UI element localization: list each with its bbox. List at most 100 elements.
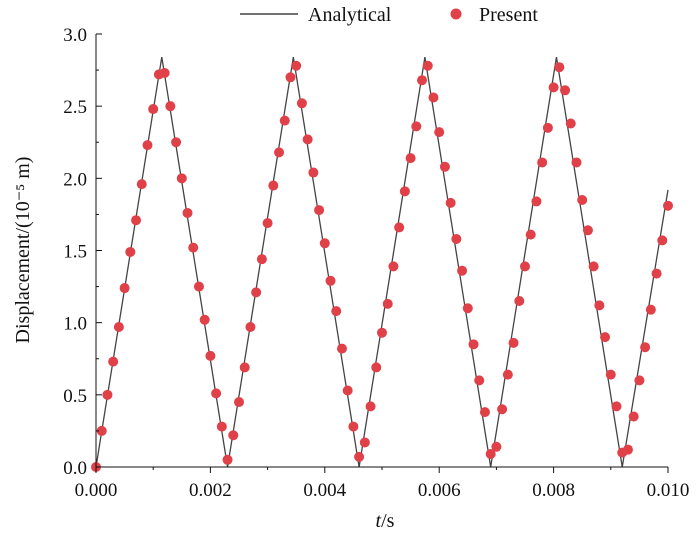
present-point xyxy=(554,62,565,73)
present-point xyxy=(216,421,227,432)
y-axis-title: Displacement/(10⁻⁵ m) xyxy=(12,157,34,344)
present-point xyxy=(571,157,582,168)
present-point xyxy=(411,121,422,132)
present-point xyxy=(531,196,542,207)
present-point xyxy=(165,101,176,112)
present-point xyxy=(268,180,279,191)
present-point xyxy=(634,375,645,386)
present-point xyxy=(274,147,285,158)
present-point xyxy=(651,268,662,279)
x-tick-label: 0.006 xyxy=(418,480,461,501)
present-point xyxy=(474,375,485,386)
y-tick-label: 3.0 xyxy=(63,25,87,46)
present-point xyxy=(451,233,462,244)
present-point xyxy=(542,122,553,133)
present-point xyxy=(119,283,130,294)
y-tick-label: 2.5 xyxy=(63,97,87,118)
present-point xyxy=(657,235,668,246)
present-point xyxy=(399,186,410,197)
present-point xyxy=(417,75,428,86)
present-point xyxy=(182,207,193,218)
present-point xyxy=(319,238,330,249)
present-point xyxy=(382,298,393,309)
present-point xyxy=(308,167,319,178)
present-point xyxy=(211,388,222,399)
present-point xyxy=(508,337,519,348)
present-point xyxy=(176,173,187,184)
analytical-line xyxy=(95,56,669,468)
present-point xyxy=(491,441,502,452)
present-point xyxy=(331,306,342,317)
present-point xyxy=(291,60,302,71)
present-point xyxy=(388,261,399,272)
present-point xyxy=(548,82,559,93)
present-point xyxy=(520,261,530,272)
x-tick-label: 0.010 xyxy=(647,480,690,501)
y-tick-label: 0.5 xyxy=(63,386,87,407)
present-point xyxy=(302,134,313,145)
present-point xyxy=(525,229,536,240)
x-axis-title-variable: t xyxy=(376,510,382,532)
present-point xyxy=(663,200,673,211)
present-point xyxy=(239,362,250,373)
present-point xyxy=(502,369,513,380)
present-point xyxy=(422,60,433,71)
present-point xyxy=(645,304,656,315)
present-point xyxy=(371,362,382,373)
present-point xyxy=(565,118,576,129)
present-point xyxy=(468,339,479,350)
legend-label-analytical: Analytical xyxy=(308,4,392,26)
present-point xyxy=(485,449,496,460)
present-point xyxy=(537,157,548,168)
present-point xyxy=(171,137,182,148)
present-point xyxy=(445,197,456,208)
present-point xyxy=(102,389,113,400)
present-point xyxy=(594,300,605,311)
legend-label-present: Present xyxy=(479,4,538,26)
present-point xyxy=(199,314,210,325)
present-point xyxy=(342,385,353,396)
present-point xyxy=(434,127,445,138)
y-tick-label: 0.0 xyxy=(63,458,87,479)
present-point xyxy=(296,98,307,109)
present-point xyxy=(582,225,593,236)
present-point xyxy=(285,72,296,83)
x-axis-title: t/s xyxy=(376,510,395,532)
x-tick-label: 0.000 xyxy=(75,480,118,501)
present-point xyxy=(279,115,290,126)
present-point xyxy=(462,303,473,314)
present-point xyxy=(365,401,376,412)
present-point xyxy=(611,401,622,412)
y-tick-label: 1.5 xyxy=(63,242,87,263)
present-point xyxy=(560,85,571,96)
present-point xyxy=(377,327,387,338)
present-point xyxy=(479,407,490,418)
present-point xyxy=(457,265,468,276)
present-point xyxy=(108,356,119,367)
present-point xyxy=(205,350,216,361)
present-point xyxy=(193,281,204,292)
present-point xyxy=(588,261,599,272)
present-point xyxy=(640,342,651,353)
present-point xyxy=(245,322,256,332)
legend: Analytical Present xyxy=(240,4,538,26)
present-point xyxy=(142,140,153,151)
present-point xyxy=(148,104,159,115)
x-tick-label: 0.004 xyxy=(303,480,346,501)
present-point xyxy=(497,404,508,415)
present-point xyxy=(188,242,199,253)
data-points xyxy=(91,60,673,472)
axes: 0.0 0.5 1.0 1.5 2.0 2.5 3.0 0.000 0.002 0.004 0.00… xyxy=(63,25,689,501)
present-point xyxy=(234,397,244,408)
present-point xyxy=(159,67,170,78)
present-point xyxy=(125,246,136,257)
present-point xyxy=(251,287,262,298)
present-point xyxy=(359,437,370,448)
legend-marker-swatch xyxy=(450,8,462,20)
plot-area xyxy=(95,56,669,468)
present-point xyxy=(256,254,267,265)
x-tick-label: 0.002 xyxy=(189,480,232,501)
present-point xyxy=(577,194,588,205)
present-point xyxy=(113,322,124,332)
